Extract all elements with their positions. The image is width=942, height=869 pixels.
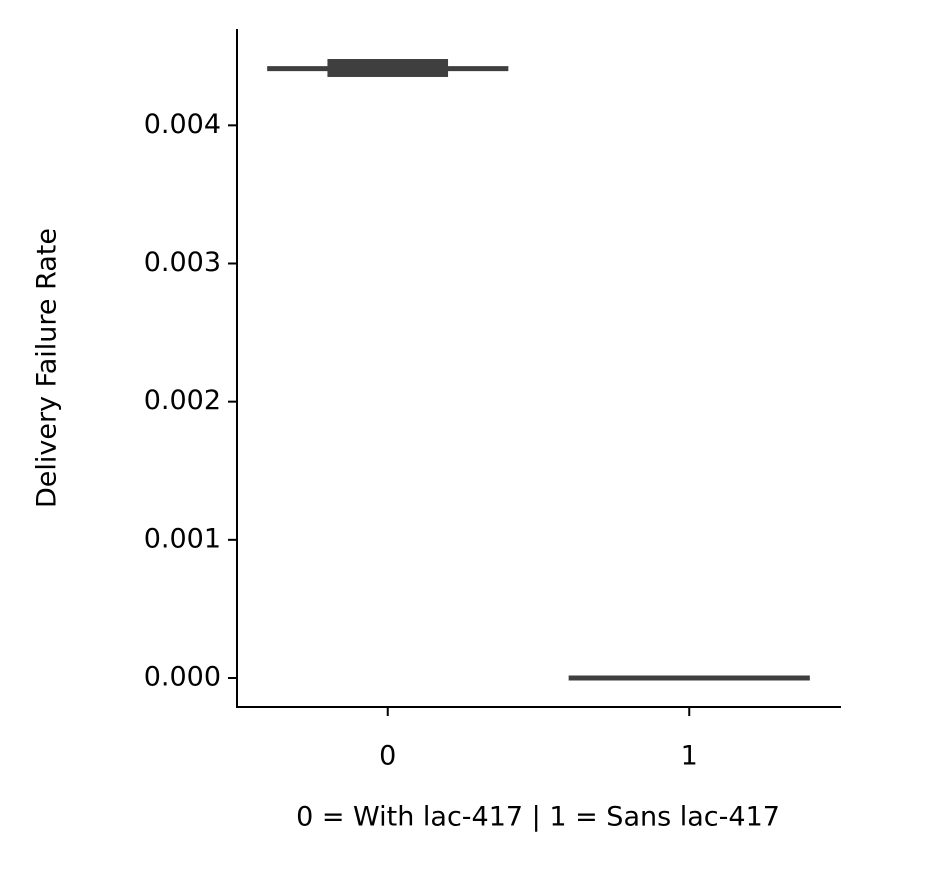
y-tick-label: 0.004 (144, 109, 221, 140)
y-tick-label: 0.000 (144, 661, 221, 692)
y-tick-label: 0.003 (144, 247, 221, 278)
y-tick-label: 0.001 (144, 523, 221, 554)
x-tick-label: 1 (681, 741, 698, 772)
x-tick-label: 0 (379, 741, 396, 772)
box (327, 59, 449, 77)
y-tick-label: 0.002 (144, 385, 221, 416)
y-axis-label: Delivery Failure Rate (32, 228, 63, 508)
x-axis-label: 0 = With lac-417 | 1 = Sans lac-417 (296, 802, 780, 833)
